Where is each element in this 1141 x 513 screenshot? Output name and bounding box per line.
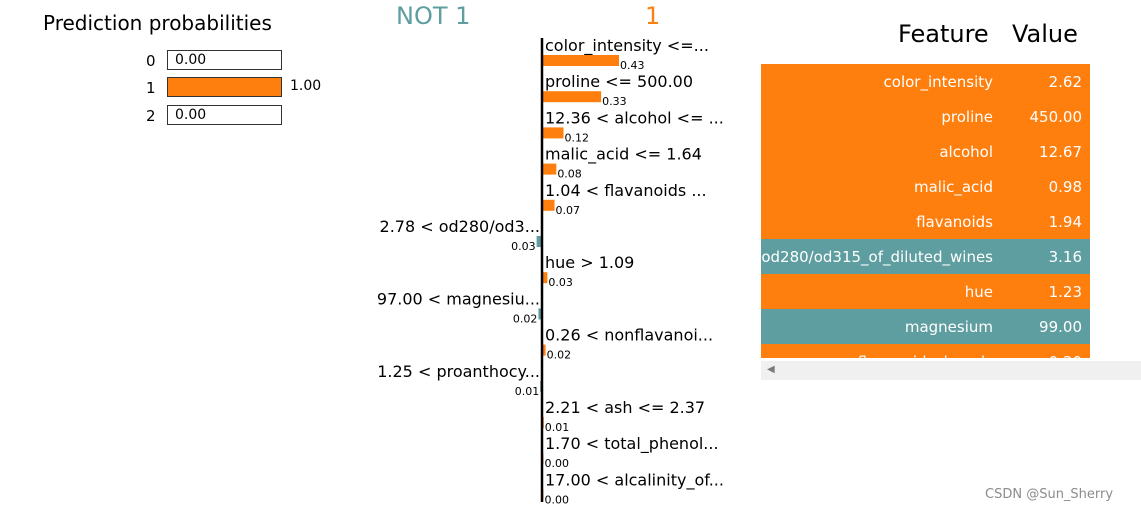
scroll-left-arrow-icon[interactable]: ◀ [767,364,775,375]
probability-bar: 0.00 [167,105,282,125]
chart-bar [538,308,542,320]
table-row: flavanoids 1.94 [761,204,1090,239]
bar-value-label: 0.01 [515,385,540,398]
class-label: 1 [146,79,156,97]
bar-value-label: 0.12 [564,131,589,144]
table-header-value: Value [1012,20,1078,48]
bar-value-label: 0.03 [548,276,573,289]
probability-value: 1.00 [290,78,322,94]
chart-bar [542,272,548,284]
feature-condition-label: 1.04 < flavanoids ... [545,181,707,200]
feature-value-cell: 450.00 [1029,107,1083,126]
feature-value-cell: 0.98 [1048,177,1082,196]
feature-value-cell: 0.30 [1001,353,1090,359]
chart-bar [542,344,546,356]
bar-value-label: 0.00 [545,457,570,470]
feature-condition-label: 2.21 < ash <= 2.37 [545,398,705,417]
feature-name-cell: malic_acid [913,177,993,196]
feature-value-cell: 3.16 [1048,247,1082,266]
feature-name-cell: proline [941,107,993,126]
bar-value-label: 0.08 [557,168,582,181]
watermark: CSDN @Sun_Sherry [985,487,1114,502]
feature-value-cell: 99.00 [1039,317,1082,336]
probability-fill [168,78,281,96]
feature-condition-label: hue > 1.09 [545,253,634,272]
table-row: proline 450.00 [761,99,1090,134]
table-row: color_intensity 2.62 [761,64,1090,99]
bar-value-label: 0.00 [545,493,570,506]
feature-condition-label: 2.78 < od280/od3... [380,217,540,236]
feature-name-cell: flavanoids [916,212,993,231]
feature-name-cell: nonflavanoid_phenols [761,353,1001,359]
table-row: nonflavanoid_phenols0.30 [761,344,1090,358]
feature-condition-label: 17.00 < alcalinity_of... [545,470,724,490]
chart-bar [542,91,602,103]
negative-class-label: NOT 1 [396,2,471,30]
positive-class-label: 1 [645,2,661,30]
feature-condition-label: 1.25 < proanthocy... [377,362,540,381]
horizontal-scrollbar[interactable]: ◀ [761,361,1141,380]
table-header-feature: Feature [898,20,989,48]
table-row: alcohol 12.67 [761,134,1090,169]
feature-condition-label: color_intensity <=... [545,36,709,56]
chart-bar [536,236,542,247]
feature-condition-label: 0.26 < nonflavanoi... [545,326,713,345]
feature-name-cell: od280/od315_of_diluted_wines [761,247,993,266]
table-row: malic_acid 0.98 [761,169,1090,204]
feature-value-table[interactable]: color_intensity 2.62 proline 450.00 alcohol 1… [761,64,1090,358]
bar-value-label: 0.02 [513,312,538,325]
feature-condition-label: malic_acid <= 1.64 [545,145,702,165]
feature-value-cell: 1.23 [1048,282,1082,301]
feature-name-cell: alcohol [939,142,993,161]
table-row: hue 1.23 [761,274,1090,309]
table-row: magnesium 99.00 [761,309,1090,344]
class-label: 2 [146,107,156,125]
feature-condition-label: proline <= 500.00 [545,72,693,91]
bar-value-label: 0.33 [602,95,627,108]
probability-value: 0.00 [175,52,207,68]
probability-bar: 0.00 [167,50,282,70]
bar-value-label: 0.03 [511,240,536,253]
feature-name-cell: hue [964,282,993,301]
bar-value-label: 0.01 [545,421,570,434]
feature-condition-label: 97.00 < magnesiu... [377,289,540,308]
probability-bar [167,77,282,97]
feature-value-cell: 12.67 [1039,142,1082,161]
chart-bar [542,55,619,66]
feature-condition-label: 12.36 < alcohol <= ... [545,108,724,127]
feature-value-cell: 1.94 [1048,212,1082,231]
table-row: od280/od315_of_diluted_wines 3.16 [761,239,1090,274]
probability-value: 0.00 [175,107,207,123]
feature-value-cell: 2.62 [1048,72,1082,91]
bar-value-label: 0.07 [556,204,581,217]
chart-bar [542,163,557,175]
bar-value-label: 0.43 [620,59,645,72]
chart-bar [542,127,564,139]
class-label: 0 [146,52,156,70]
chart-bar [542,199,555,211]
feature-name-cell: color_intensity [883,72,993,91]
feature-name-cell: magnesium [904,317,993,336]
bar-value-label: 0.02 [547,349,572,362]
feature-condition-label: 1.70 < total_phenol... [545,434,719,454]
prediction-probabilities-title: Prediction probabilities [43,11,272,35]
